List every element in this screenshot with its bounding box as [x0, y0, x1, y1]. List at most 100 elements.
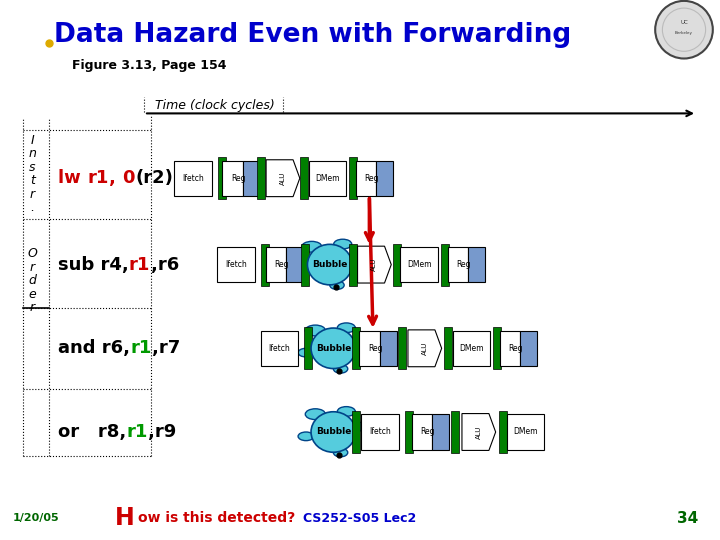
- Text: O: O: [27, 247, 37, 260]
- FancyBboxPatch shape: [353, 411, 361, 453]
- Text: r: r: [30, 301, 35, 314]
- FancyBboxPatch shape: [394, 244, 402, 286]
- Text: Bubble: Bubble: [312, 260, 348, 269]
- FancyBboxPatch shape: [412, 415, 433, 449]
- Text: or   r8,: or r8,: [58, 423, 126, 441]
- Text: sub r4,: sub r4,: [58, 255, 128, 274]
- Text: ow is this detected?: ow is this detected?: [138, 511, 295, 525]
- Text: s: s: [29, 161, 36, 174]
- FancyBboxPatch shape: [304, 327, 312, 369]
- FancyBboxPatch shape: [405, 411, 413, 453]
- Text: Ifetch: Ifetch: [182, 174, 204, 183]
- Text: Data Hazard Even with Forwarding: Data Hazard Even with Forwarding: [54, 22, 571, 48]
- FancyBboxPatch shape: [287, 247, 303, 282]
- Text: r1: r1: [129, 255, 150, 274]
- Text: n: n: [29, 147, 36, 160]
- Text: 34: 34: [677, 511, 698, 526]
- FancyBboxPatch shape: [309, 160, 346, 195]
- FancyBboxPatch shape: [451, 411, 459, 453]
- Text: r1: r1: [126, 423, 148, 441]
- Text: Reg: Reg: [508, 344, 523, 353]
- Text: Bubble: Bubble: [315, 428, 351, 436]
- FancyBboxPatch shape: [377, 160, 393, 195]
- Text: CS252-S05 Lec2: CS252-S05 Lec2: [303, 512, 417, 525]
- FancyBboxPatch shape: [300, 157, 308, 199]
- FancyBboxPatch shape: [507, 415, 544, 449]
- Text: and r6,: and r6,: [58, 339, 130, 357]
- Ellipse shape: [333, 364, 348, 373]
- FancyBboxPatch shape: [444, 327, 452, 369]
- Ellipse shape: [333, 448, 348, 457]
- FancyBboxPatch shape: [498, 411, 507, 453]
- Ellipse shape: [307, 244, 352, 285]
- Text: DMem: DMem: [459, 344, 484, 353]
- Text: Ifetch: Ifetch: [269, 344, 290, 353]
- Text: Reg: Reg: [368, 344, 382, 353]
- FancyBboxPatch shape: [441, 244, 449, 286]
- Text: ,: ,: [109, 169, 122, 187]
- Text: ,r6: ,r6: [150, 255, 179, 274]
- FancyBboxPatch shape: [492, 327, 501, 369]
- Text: Figure 3.13, Page 154: Figure 3.13, Page 154: [72, 59, 227, 72]
- Ellipse shape: [333, 239, 351, 249]
- Text: Berkeley: Berkeley: [675, 31, 693, 35]
- FancyBboxPatch shape: [301, 244, 309, 286]
- FancyBboxPatch shape: [453, 330, 490, 366]
- Text: r1: r1: [87, 169, 109, 187]
- FancyBboxPatch shape: [217, 157, 225, 199]
- Text: ALU: ALU: [476, 426, 482, 438]
- Ellipse shape: [302, 241, 322, 252]
- Text: r: r: [30, 261, 35, 274]
- Text: r1: r1: [130, 339, 151, 357]
- Text: ALU: ALU: [422, 342, 428, 355]
- Polygon shape: [462, 414, 495, 450]
- Polygon shape: [358, 246, 391, 283]
- FancyBboxPatch shape: [261, 330, 298, 366]
- Text: H: H: [115, 507, 135, 530]
- Ellipse shape: [311, 328, 356, 368]
- FancyBboxPatch shape: [380, 330, 397, 366]
- Ellipse shape: [337, 323, 356, 333]
- Text: .: .: [30, 201, 35, 214]
- FancyBboxPatch shape: [469, 247, 485, 282]
- Text: Reg: Reg: [420, 428, 435, 436]
- Text: t: t: [30, 174, 35, 187]
- Ellipse shape: [351, 255, 366, 264]
- Text: UC: UC: [680, 20, 688, 25]
- Ellipse shape: [337, 407, 356, 416]
- Text: I: I: [30, 134, 35, 147]
- Text: ALU: ALU: [280, 172, 286, 185]
- Text: r: r: [30, 188, 35, 201]
- Text: Ifetch: Ifetch: [225, 260, 247, 269]
- Ellipse shape: [354, 422, 370, 431]
- FancyBboxPatch shape: [398, 327, 406, 369]
- FancyBboxPatch shape: [448, 247, 469, 282]
- Text: Reg: Reg: [364, 174, 379, 183]
- Ellipse shape: [305, 325, 325, 336]
- FancyBboxPatch shape: [266, 247, 287, 282]
- Text: Reg: Reg: [231, 174, 246, 183]
- FancyBboxPatch shape: [521, 330, 537, 366]
- FancyBboxPatch shape: [258, 157, 266, 199]
- Text: lw: lw: [58, 169, 86, 187]
- Text: Reg: Reg: [274, 260, 289, 269]
- Text: ALU: ALU: [372, 258, 377, 271]
- Ellipse shape: [354, 339, 370, 347]
- FancyBboxPatch shape: [349, 244, 357, 286]
- FancyBboxPatch shape: [361, 415, 399, 449]
- Ellipse shape: [305, 409, 325, 420]
- Text: Bubble: Bubble: [315, 344, 351, 353]
- Text: ,r7: ,r7: [152, 339, 180, 357]
- Text: DMem: DMem: [407, 260, 431, 269]
- Polygon shape: [408, 330, 441, 367]
- Ellipse shape: [294, 265, 310, 273]
- Text: DMem: DMem: [315, 174, 340, 183]
- FancyBboxPatch shape: [359, 330, 380, 366]
- FancyBboxPatch shape: [353, 327, 361, 369]
- Polygon shape: [266, 160, 300, 197]
- FancyBboxPatch shape: [356, 160, 377, 195]
- FancyBboxPatch shape: [243, 160, 260, 195]
- Text: Ifetch: Ifetch: [369, 428, 391, 436]
- FancyBboxPatch shape: [222, 160, 243, 195]
- Ellipse shape: [330, 281, 344, 289]
